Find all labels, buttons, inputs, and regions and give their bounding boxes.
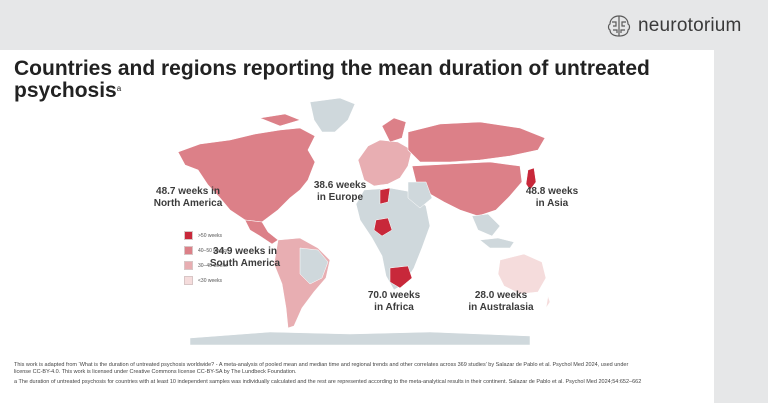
map-southeast-asia [471, 213, 501, 237]
map-antarctica [189, 331, 531, 345]
map-brazil [299, 247, 329, 285]
label-south-america-region: South America [209, 258, 281, 269]
top-bar: neurotorium [0, 0, 768, 50]
map-north-africa-region [379, 187, 391, 205]
map-greenland [309, 97, 356, 133]
label-asia: 48.8 weeks in Asia [512, 186, 592, 210]
footer-note: a The duration of untreated psychosis fo… [14, 379, 642, 385]
label-australasia-value: 28.0 weeks [474, 290, 528, 301]
label-north-america: 48.7 weeks in North America [148, 186, 228, 210]
legend-item: >50 weeks [184, 228, 227, 243]
map-australia [497, 253, 547, 295]
map-russia [407, 121, 546, 163]
label-north-america-region: North America [153, 198, 223, 209]
legend-label: >50 weeks [198, 232, 223, 239]
map-indonesia [479, 237, 515, 249]
label-europe-region: in Europe [316, 192, 364, 203]
footer-source-line-2: license CC-BY-4.0. This work is licensed… [14, 369, 297, 375]
label-south-america-value: 34.9 weeks in [213, 246, 277, 257]
map-middle-east [407, 181, 433, 209]
label-asia-region: in Asia [535, 198, 569, 209]
legend-swatch [184, 261, 193, 270]
label-north-america-value: 48.7 weeks in [156, 186, 220, 197]
label-south-america: 34.9 weeks in South America [202, 246, 288, 270]
brain-logo-icon [607, 15, 631, 37]
map-japan [525, 167, 537, 191]
world-map [177, 97, 550, 345]
legend-label: 40–50 weeks [198, 247, 228, 254]
map-south-africa [389, 265, 413, 289]
legend-label: <30 weeks [198, 277, 223, 284]
brand-name: neurotorium [638, 15, 742, 36]
footer-source-line-1: This work is adapted from ‘What is the d… [14, 362, 629, 368]
label-europe-value: 38.6 weeks [313, 180, 367, 191]
label-australasia: 28.0 weeks in Australasia [458, 290, 544, 314]
label-africa-value: 70.0 weeks [367, 290, 421, 301]
label-australasia-region: in Australasia [468, 302, 534, 313]
legend-label: 30–40 weeks [198, 262, 228, 269]
legend-item: <30 weeks [184, 273, 227, 288]
map-central-america [244, 219, 279, 245]
legend-item: 30–40 weeks [184, 258, 227, 273]
legend-swatch [184, 276, 193, 285]
map-north-america [177, 127, 316, 223]
title-text: Countries and regions reporting the mean… [14, 57, 650, 102]
legend-swatch [184, 231, 193, 240]
label-africa-region: in Africa [374, 302, 414, 313]
map-legend: >50 weeks 40–50 weeks 30–40 weeks <30 we… [184, 228, 227, 288]
legend-item: 40–50 weeks [184, 243, 227, 258]
slide: Countries and regions reporting the mean… [0, 50, 714, 403]
map-new-zealand [545, 295, 550, 309]
legend-swatch [184, 246, 193, 255]
map-europe [357, 139, 413, 187]
label-africa: 70.0 weeks in Africa [354, 290, 434, 314]
map-arctic-islands [259, 113, 301, 127]
label-asia-value: 48.8 weeks [525, 186, 579, 197]
page-title: Countries and regions reporting the mean… [14, 58, 654, 102]
map-scandinavia [381, 117, 407, 143]
brand[interactable]: neurotorium [606, 13, 742, 39]
title-footnote-marker: a [116, 84, 122, 93]
map-nigeria [373, 217, 393, 237]
label-europe: 38.6 weeks in Europe [300, 180, 380, 204]
